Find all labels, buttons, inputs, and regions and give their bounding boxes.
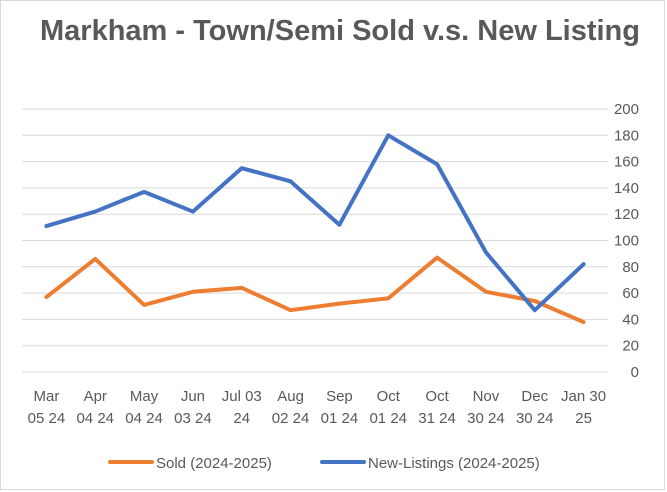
x-tick-label: Oct 01 24 (369, 388, 407, 427)
gridlines (22, 108, 608, 373)
x-tick-label: Jul 03 24 (222, 388, 262, 427)
x-tick-label: May 04 24 (125, 388, 163, 427)
y-tick-label: 140 (614, 180, 639, 197)
x-axis-ticks: Mar 05 24 Apr 04 24 May 04 24 Jun 03 24 Jul 03 24… (28, 388, 606, 427)
x-tick-label: Sep 01 24 (321, 388, 359, 427)
y-tick-label: 60 (622, 285, 639, 302)
y-tick-label: 120 (614, 206, 639, 223)
legend-label-1: New-Listings (2024-2025) (368, 455, 540, 472)
y-tick-label: 80 (622, 259, 639, 276)
y-tick-label: 20 (622, 338, 639, 355)
y-tick-label: 200 (614, 101, 639, 118)
x-tick-label: Aug 02 24 (272, 388, 310, 427)
x-tick-label: Jan 30 25 (561, 388, 606, 427)
chart-title: Markham - Town/Semi Sold v.s. New Listin… (40, 15, 640, 47)
x-tick-label: Dec 30 24 (516, 388, 554, 427)
y-tick-label: 0 (631, 364, 639, 381)
y-tick-label: 180 (614, 127, 639, 144)
x-tick-label: Apr 04 24 (76, 388, 114, 427)
y-tick-label: 100 (614, 233, 639, 250)
x-tick-label: Nov 30 24 (467, 388, 505, 427)
series-line-1 (44, 133, 586, 313)
x-tick-label: Oct 31 24 (418, 388, 456, 427)
y-axis-ticks: 0 20 40 60 80 100 120 140 160 180 200 (614, 101, 639, 381)
series-line-0 (44, 255, 586, 325)
y-tick-label: 40 (622, 311, 639, 328)
x-tick-label: Mar 05 24 (28, 388, 66, 427)
y-tick-label: 160 (614, 154, 639, 171)
legend: Sold (2024-2025) New-Listings (2024-2025) (108, 455, 540, 472)
x-tick-label: Jun 03 24 (174, 388, 212, 427)
series-lines (44, 133, 586, 325)
legend-label-0: Sold (2024-2025) (156, 455, 272, 472)
